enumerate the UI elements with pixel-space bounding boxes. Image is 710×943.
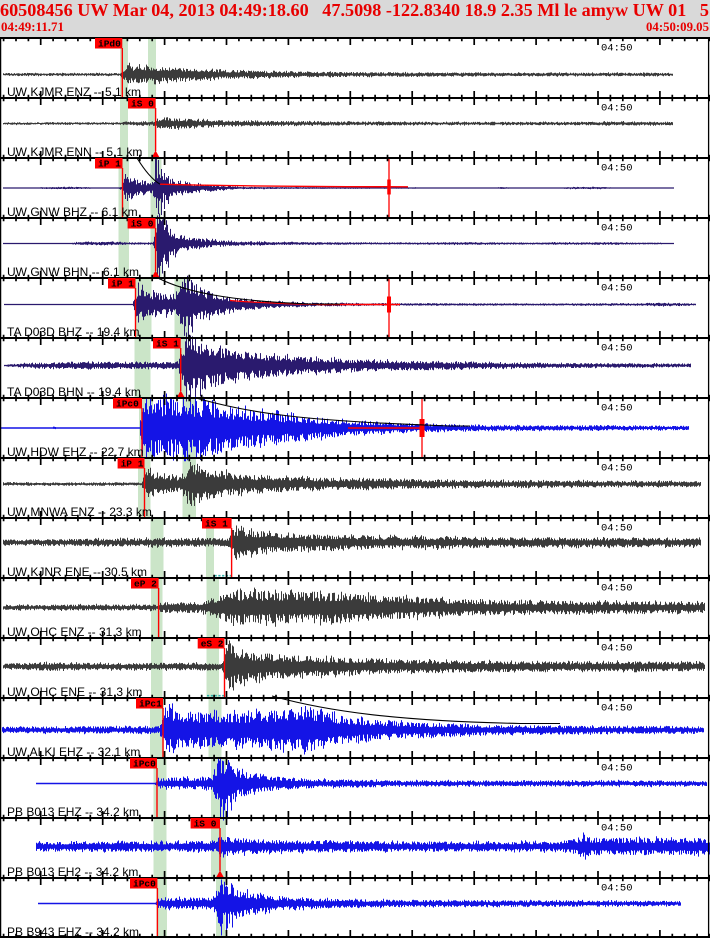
svg-text:TA D03D BHZ -- 19.4 km: TA D03D BHZ -- 19.4 km [7,325,139,339]
svg-text:iP 1: iP 1 [98,159,121,170]
svg-text:iPc0: iPc0 [116,399,139,410]
svg-text:iS 0: iS 0 [194,819,217,830]
svg-text:04:50: 04:50 [601,343,633,355]
svg-text:04:50: 04:50 [601,163,633,175]
svg-text:UW KJMR ENN -- 5.1 km: UW KJMR ENN -- 5.1 km [7,145,142,159]
svg-text:UW ALKI EHZ -- 32.1 km: UW ALKI EHZ -- 32.1 km [7,745,140,759]
svg-text:UW GNW BHZ -- 6.1 km: UW GNW BHZ -- 6.1 km [7,205,138,219]
svg-text:04:50: 04:50 [601,403,633,415]
svg-text:iS 0: iS 0 [131,219,154,230]
svg-text:60508456 UW Mar 04, 2013 04:49: 60508456 UW Mar 04, 2013 04:49:18.60 47.… [0,0,709,20]
svg-text:UW GNW BHN -- 6.1 km: UW GNW BHN -- 6.1 km [7,265,139,279]
svg-text:PB B943 EHZ -- 34.2 km: PB B943 EHZ -- 34.2 km [7,925,139,938]
svg-text:PB B013 EH2 -- 34.2 km: PB B013 EH2 -- 34.2 km [7,865,138,879]
svg-text:04:50: 04:50 [601,763,633,775]
svg-text:iPd0: iPd0 [98,39,121,50]
svg-text:iP 1: iP 1 [111,279,134,290]
svg-text:04:50: 04:50 [601,823,633,835]
svg-text:04:50: 04:50 [601,643,633,655]
svg-text:04:50:09.05: 04:50:09.05 [646,20,709,34]
svg-text:PB B013 EHZ -- 34.2 km: PB B013 EHZ -- 34.2 km [7,805,139,819]
svg-text:eP 2: eP 2 [134,579,157,590]
svg-text:04:50: 04:50 [601,463,633,475]
svg-text:04:50: 04:50 [601,883,633,895]
svg-text:04:50: 04:50 [601,583,633,595]
svg-text:UW OHC ENE -- 31.3 km: UW OHC ENE -- 31.3 km [7,685,142,699]
svg-text:iS 0: iS 0 [131,99,154,110]
svg-text:UW OHC ENZ -- 31.3 km: UW OHC ENZ -- 31.3 km [7,625,142,639]
svg-text:04:50: 04:50 [601,703,633,715]
svg-text:04:49:11.71: 04:49:11.71 [1,20,64,34]
svg-text:04:50: 04:50 [601,283,633,295]
svg-text:iS 1: iS 1 [156,339,179,350]
svg-text:UW HDW EHZ -- 22.7 km: UW HDW EHZ -- 22.7 km [7,445,144,459]
svg-text:UW KJMR ENZ -- 5.1 km: UW KJMR ENZ -- 5.1 km [7,85,141,99]
svg-text:iP 1: iP 1 [121,459,144,470]
svg-text:04:50: 04:50 [601,523,633,535]
svg-text:04:50: 04:50 [601,223,633,235]
svg-text:04:50: 04:50 [601,43,633,55]
svg-text:iPc0: iPc0 [133,879,156,890]
svg-text:iS 1: iS 1 [205,519,228,530]
svg-text:04:50: 04:50 [601,103,633,115]
svg-text:UW KJNR ENE -- 30.5 km: UW KJNR ENE -- 30.5 km [7,565,147,579]
svg-text:TA D03D BHN -- 19.4 km: TA D03D BHN -- 19.4 km [7,385,141,399]
svg-text:UW MNWA ENZ -- 23.3 km: UW MNWA ENZ -- 23.3 km [7,505,152,519]
svg-text:eS 2: eS 2 [201,639,224,650]
svg-text:iPc1: iPc1 [139,699,162,710]
svg-text:iPc0: iPc0 [133,759,156,770]
